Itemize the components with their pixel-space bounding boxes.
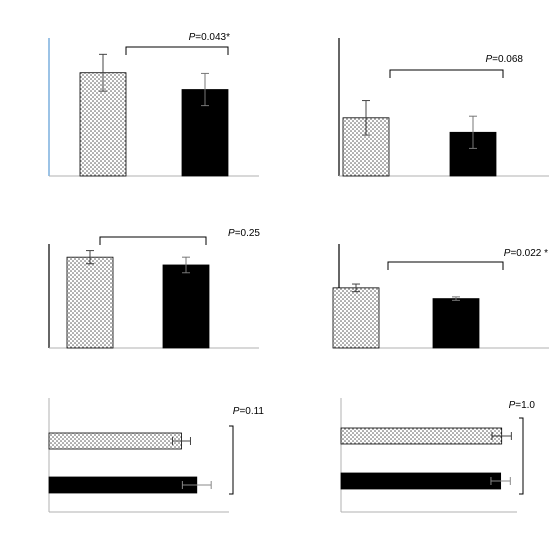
chart-5-bar-ivf4	[340, 472, 502, 490]
chart-4-bar-ivf4	[48, 476, 198, 494]
chart-3-bar-ivan	[332, 287, 380, 349]
chart-2-significance-bracket	[99, 236, 207, 245]
chart-3-p-value: P=0.022 *	[504, 248, 548, 259]
chart-3-significance-bracket	[387, 261, 504, 270]
chart-2-bar-ivan	[66, 256, 114, 349]
chart-0-bar-ivf4	[181, 89, 229, 177]
chart-2-bar-ivf4	[162, 264, 210, 349]
chart-3-bar-ivf4	[432, 298, 480, 349]
chart-4-significance-bracket	[229, 425, 234, 495]
chart-0-significance-bracket	[125, 46, 229, 55]
chart-5-bar-ivan	[340, 427, 503, 445]
chart-1-p-value: P=0.068	[485, 54, 523, 65]
chart-2-p-value: P=0.25	[228, 228, 260, 239]
chart-4-bar-ivan	[48, 432, 182, 450]
chart-4-p-value: P=0.11	[233, 406, 265, 417]
chart-1-bar-ivan	[342, 117, 390, 177]
chart-5-significance-bracket	[519, 417, 524, 495]
chart-5-p-value: P=1.0	[509, 400, 536, 411]
chart-0-p-value: P=0.043*	[189, 32, 231, 43]
chart-1-significance-bracket	[389, 69, 504, 78]
